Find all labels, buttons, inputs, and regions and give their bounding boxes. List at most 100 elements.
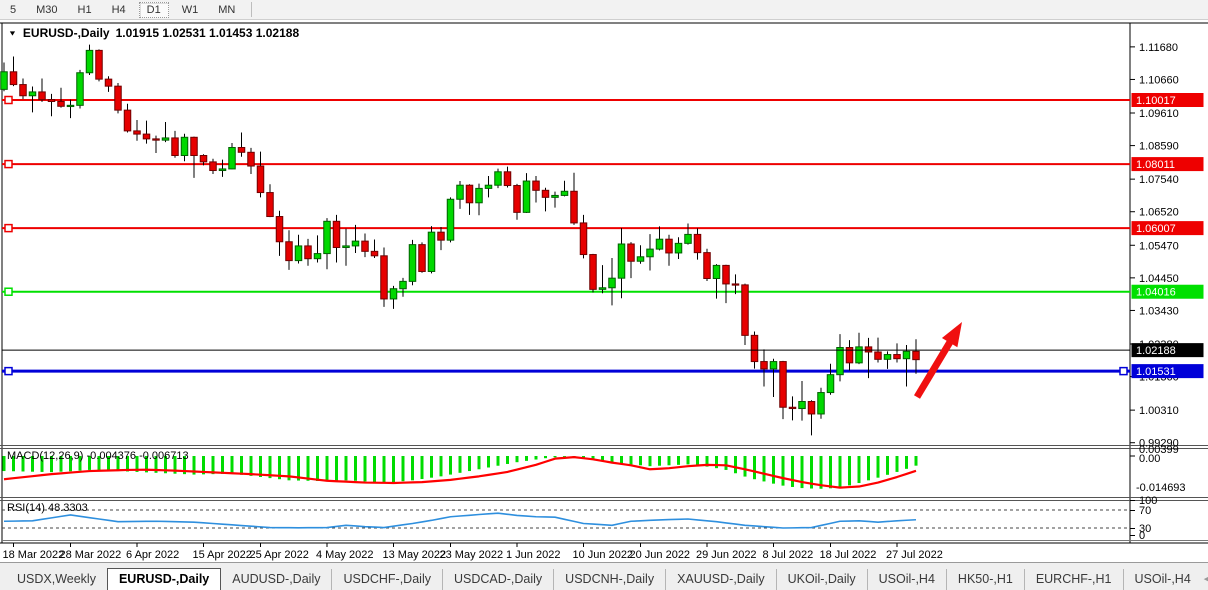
candle-bear	[47, 99, 56, 103]
price-level-handle[interactable]	[4, 366, 13, 376]
candle-bear	[750, 334, 759, 363]
candle-bear	[171, 137, 179, 156]
candle-bear	[503, 171, 512, 187]
candle-bear	[845, 347, 854, 364]
symbol-dropdown-icon[interactable]: ▼	[8, 29, 17, 37]
candle-bear	[864, 346, 873, 353]
timeframe-button-h1[interactable]: H1	[77, 3, 92, 16]
candle-bull	[313, 253, 322, 260]
candle-bull	[712, 264, 721, 279]
candle-bull	[836, 347, 844, 376]
chart-tab-usoil-h4[interactable]: USOil-,H4	[1122, 569, 1202, 590]
chart-ohlc-values: 1.01915 1.02531 1.01453 1.02188	[115, 26, 300, 40]
chart-tab-ukoil-daily[interactable]: UKOil-,Daily	[775, 569, 867, 590]
candle-bear	[541, 189, 550, 198]
chart-tab-usdx-weekly[interactable]: USDX,Weekly	[17, 572, 96, 586]
candle-bear	[912, 350, 920, 361]
chart-tab-eurchf-h1[interactable]: EURCHF-,H1	[1023, 569, 1123, 590]
candle-bear	[209, 161, 217, 172]
price-tick-label: 1.10660	[1139, 74, 1179, 86]
price-level-handle[interactable]	[4, 159, 13, 169]
price-level-tag	[1131, 364, 1204, 379]
current-price-tag-text: 1.02188	[1136, 345, 1176, 357]
price-level-handle[interactable]	[4, 223, 13, 233]
timeframe-button-m30[interactable]: M30	[36, 3, 58, 16]
candle-bear	[104, 78, 113, 87]
candle-bear	[693, 233, 702, 254]
candle-bear	[95, 49, 103, 80]
candle-bull	[826, 374, 835, 394]
price-level-handle[interactable]	[4, 95, 13, 105]
macd-signal-line	[3, 456, 917, 489]
candle-bull	[408, 244, 417, 282]
candle-bear	[703, 252, 711, 279]
chart-header: ▼ EURUSD-,Daily 1.01915 1.02531 1.01453 …	[8, 26, 299, 40]
timeframe-button-w1[interactable]: W1	[181, 3, 199, 16]
chart-tab-eurusd-daily[interactable]: EURUSD-,Daily	[106, 568, 222, 590]
tabs-scroll-left-icon[interactable]: ◄	[1201, 573, 1208, 585]
candle-bull	[475, 187, 483, 204]
price-tick-label: 1.09610	[1139, 108, 1179, 120]
price-tick-label: 1.06520	[1139, 207, 1179, 219]
chart-tab-usdchf-daily[interactable]: USDCHF-,Daily	[331, 569, 442, 590]
candle-bear	[893, 354, 901, 360]
candle-bull	[446, 198, 455, 241]
candle-bear	[199, 154, 208, 163]
chart-tab-usoil-h4[interactable]: USOil-,H4	[866, 569, 946, 590]
candle-bear	[874, 351, 882, 360]
chart-tab-xauusd-daily[interactable]: XAUUSD-,Daily	[665, 569, 776, 590]
chart-tab-usdcnh-daily[interactable]: USDCNH-,Daily	[553, 569, 665, 590]
candle-bear	[788, 406, 797, 410]
candle-bull	[636, 256, 645, 262]
trend-arrow-head[interactable]	[941, 322, 962, 348]
candle-bull	[617, 243, 626, 279]
candle-bull	[608, 277, 616, 289]
chart-tab-usdcad-daily[interactable]: USDCAD-,Daily	[441, 569, 553, 590]
candle-bear	[741, 284, 749, 336]
candle-bull	[399, 280, 407, 290]
time-tick-label: 27 Jul 2022	[886, 549, 943, 561]
candle-bear	[123, 109, 132, 132]
candle-bear	[114, 85, 122, 111]
price-level-tag-text: 1.08011	[1136, 159, 1175, 171]
candle-bear	[627, 243, 635, 262]
candle-bull	[85, 49, 94, 74]
price-tick-label: 1.07540	[1139, 174, 1179, 186]
candle-bull	[28, 91, 37, 97]
candle-bull	[351, 240, 360, 247]
candle-bull	[323, 220, 331, 255]
chart-canvas[interactable]: 1.11680 1.10660 1.09610 1.08590 1.07540 1.065…	[0, 0, 1208, 562]
candle-bear	[38, 91, 46, 101]
price-level-tag	[1131, 221, 1204, 236]
price-tick-label: 1.03430	[1139, 305, 1179, 317]
candle-bull	[522, 180, 531, 213]
candle-bear	[9, 71, 18, 86]
timeframe-button-mn[interactable]: MN	[218, 3, 236, 16]
price-tick-label: 1.11680	[1139, 42, 1178, 54]
candle-bull	[646, 248, 654, 258]
chart-tab-hk50-h1[interactable]: HK50-,H1	[945, 569, 1024, 590]
timeframe-button-h4[interactable]: H4	[111, 3, 126, 16]
candle-bear	[418, 244, 426, 272]
time-tick-label: 13 May 2022	[383, 549, 447, 561]
candle-bear	[760, 361, 768, 370]
timeframe-button-5[interactable]: 5	[10, 3, 17, 16]
chart-tabs: USDX,Weekly EURUSD-,Daily AUDUSD-,Daily USD…	[6, 567, 1202, 590]
price-level-handle[interactable]	[1119, 366, 1128, 376]
time-tick-label: 18 Jul 2022	[820, 549, 877, 561]
macd-values: -0.004376 -0.006713	[86, 450, 189, 462]
chart-tab-audusd-daily[interactable]: AUDUSD-,Daily	[232, 572, 321, 586]
timeframe-button-d1[interactable]: D1	[138, 1, 169, 18]
candle-bull	[560, 190, 569, 196]
rsi-name: RSI(14)	[7, 502, 45, 514]
price-tick-label: 0.99290	[1139, 438, 1179, 450]
candle-bear	[152, 138, 160, 141]
candle-bear	[731, 283, 740, 286]
trend-arrow-shaft[interactable]	[913, 335, 956, 399]
macd-indicator-label: MACD(12,26,9) -0.004376 -0.006713	[7, 450, 189, 462]
time-tick-label: 23 May 2022	[440, 549, 504, 561]
price-level-handle[interactable]	[4, 287, 13, 296]
candle-bull	[294, 245, 303, 262]
candle-bull	[342, 245, 350, 249]
current-price-tag	[1131, 343, 1204, 358]
